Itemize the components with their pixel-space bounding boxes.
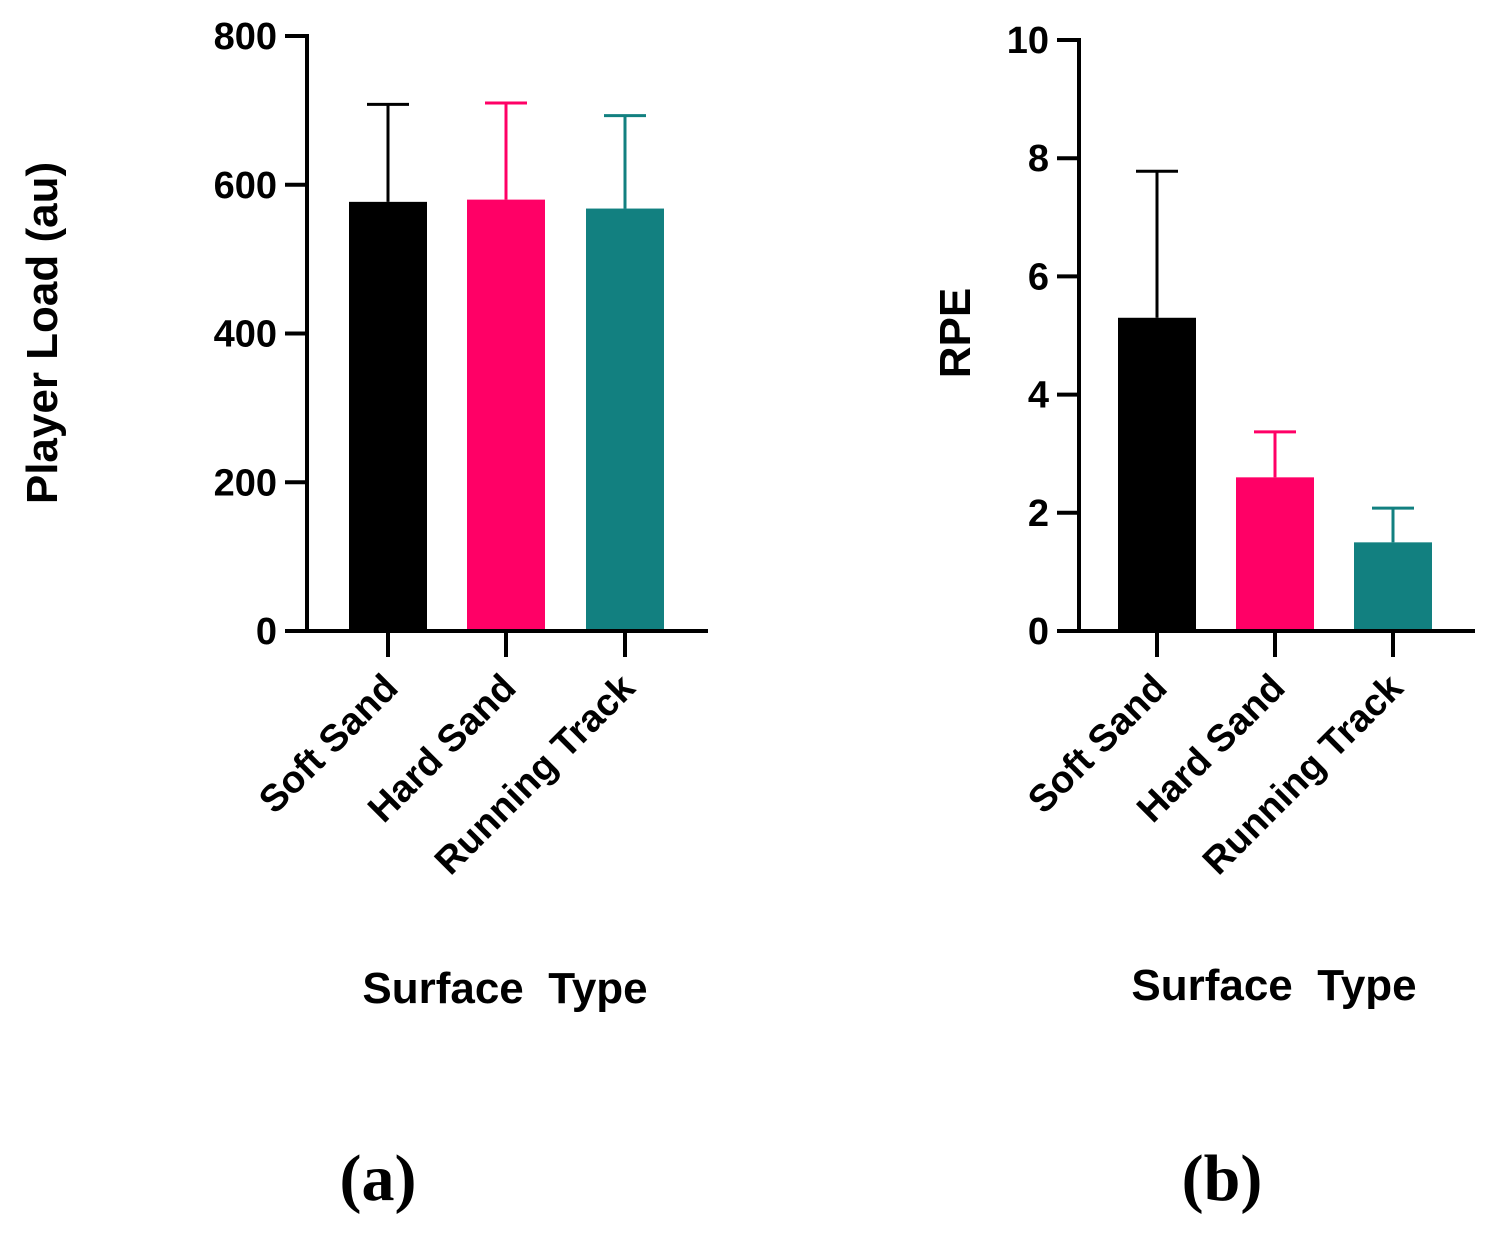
y-tick-label: 600 xyxy=(214,165,277,207)
panel-label: (a) xyxy=(340,1142,417,1215)
x-axis-label: Surface Type xyxy=(362,964,647,1013)
x-tick-label: Running Track xyxy=(1195,666,1412,883)
y-tick-label: 2 xyxy=(1028,493,1049,535)
y-tick-label: 8 xyxy=(1028,138,1049,180)
y-axis-label: RPE xyxy=(931,288,980,378)
x-tick-label: Running Track xyxy=(427,666,644,883)
bar-hard-sand xyxy=(467,199,545,631)
bar-hard-sand xyxy=(1236,477,1314,631)
y-tick-label: 10 xyxy=(1007,20,1049,62)
chart-panel-a: Player Load (au) Surface Type (a) 0 200 40… xyxy=(18,16,708,1215)
bar-running-track xyxy=(586,208,664,632)
y-tick-label: 400 xyxy=(214,314,277,356)
y-tick-label: 4 xyxy=(1028,375,1049,417)
y-tick-label: 6 xyxy=(1028,256,1049,298)
y-tick-label: 0 xyxy=(1028,611,1049,653)
y-tick-label: 800 xyxy=(214,16,277,58)
y-tick-label: 200 xyxy=(214,462,277,504)
bar-soft-sand xyxy=(349,201,427,631)
y-tick-label: 0 xyxy=(256,611,277,653)
bar-running-track xyxy=(1354,542,1432,631)
x-axis-label: Surface Type xyxy=(1131,961,1416,1010)
panel-label: (b) xyxy=(1182,1142,1263,1215)
y-axis-label: Player Load (au) xyxy=(18,162,67,504)
bar-soft-sand xyxy=(1118,317,1196,631)
